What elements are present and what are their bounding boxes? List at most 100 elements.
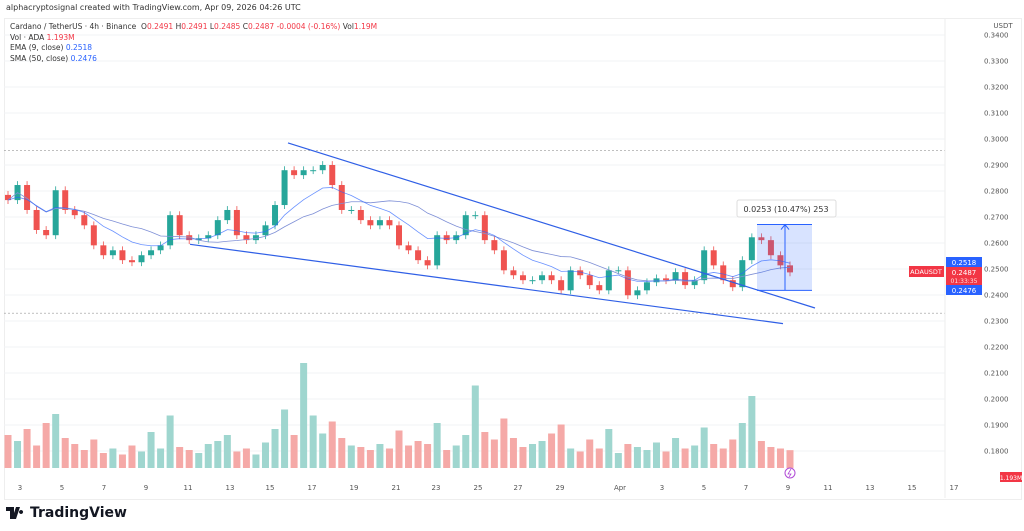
symbol-badge-text: ADAUSDT	[910, 268, 942, 276]
volume-bar	[261, 442, 269, 468]
candle-body	[176, 215, 183, 236]
candle-body	[329, 165, 336, 186]
candle-body	[720, 265, 727, 281]
volume-bar	[61, 438, 69, 468]
candle-body	[405, 245, 412, 251]
volume-bar	[195, 453, 203, 468]
candle-body	[33, 209, 40, 230]
close-value: 0.2487	[247, 22, 275, 31]
candle-body	[539, 275, 546, 281]
volume-bar	[99, 453, 107, 468]
time-tick-label: 25	[474, 484, 483, 492]
candle-body	[233, 209, 240, 236]
candle-body	[663, 278, 670, 281]
time-tick-label: 5	[702, 484, 706, 492]
volume-bar	[529, 444, 537, 468]
price-tick-label: 0.2300	[984, 318, 1009, 326]
time-axis[interactable]: 3 5 7 9 11 13 15 17 19 21 23 25 27 29 Apr 3 5 7 9 11 13 15 17	[18, 484, 959, 492]
volume-bar	[614, 453, 622, 468]
candle-body	[443, 235, 450, 241]
volume-bar	[633, 447, 641, 468]
candle-body	[119, 250, 126, 261]
replay-icon[interactable]	[784, 467, 796, 479]
volume-bar	[90, 439, 98, 468]
chart-frame	[4, 18, 1022, 500]
volume-bar	[252, 454, 260, 468]
candle-body	[5, 194, 11, 201]
price-tick-label: 0.2600	[984, 240, 1009, 248]
volume-bar	[672, 438, 680, 468]
open-label: O	[141, 22, 147, 31]
volume-bar	[576, 451, 584, 468]
candle-body	[634, 290, 641, 296]
candle-body	[558, 280, 565, 291]
candle-body	[434, 235, 441, 266]
volume-bar	[681, 448, 689, 468]
volume-bar	[328, 421, 336, 468]
candle-body	[300, 170, 307, 176]
candle-body	[205, 235, 212, 239]
candle-body	[758, 237, 765, 241]
measure-label-box	[736, 199, 837, 218]
candle-body	[710, 250, 717, 266]
volume-bar	[433, 423, 441, 468]
candle-body	[462, 215, 469, 236]
volume-bar	[776, 448, 784, 468]
volume-bar	[443, 450, 451, 468]
volume-bar	[357, 447, 365, 468]
candle-body	[24, 185, 31, 210]
chart-legend: Cardano / TetherUS · 4h · Binance O 0.249…	[10, 22, 377, 64]
volume-bar	[605, 429, 613, 468]
volume-bar	[233, 451, 241, 468]
candle-body	[262, 225, 269, 236]
candle-body	[81, 215, 88, 226]
volume-bar	[490, 439, 498, 468]
volume-indicator-row[interactable]: Vol · ADA 1.193M	[10, 33, 377, 44]
volume-bar	[290, 435, 298, 468]
currency-label: USDT	[993, 22, 1013, 30]
measure-label: 0.0253 (10.47%) 253	[743, 205, 828, 214]
ema-badge-text: 0.2518	[952, 259, 977, 267]
candle-body	[491, 240, 498, 251]
volume-bar	[452, 445, 460, 468]
candle-body	[567, 270, 574, 291]
time-tick-label: 29	[556, 484, 565, 492]
countdown-text: 01:33:35	[951, 278, 978, 285]
candle-body	[729, 280, 736, 288]
volume-bar	[14, 441, 22, 468]
price-tick-label: 0.2900	[984, 162, 1009, 170]
volume-bar	[109, 448, 117, 468]
volume-bar	[300, 363, 308, 468]
time-tick-label: 17	[950, 484, 959, 492]
vol-ada-value: 1.193M	[46, 32, 75, 42]
volume-bar	[424, 444, 432, 468]
tradingview-logo[interactable]: TradingView	[6, 505, 127, 521]
measure-tool[interactable]: 0.0253 (10.47%) 253	[736, 199, 837, 291]
candle-body	[424, 260, 431, 266]
low-value: 0.2485	[214, 22, 241, 31]
symbol-title[interactable]: Cardano / TetherUS · 4h · Binance	[10, 22, 137, 31]
price-tick-label: 0.2500	[984, 266, 1009, 274]
high-value: 0.2491	[181, 22, 208, 31]
price-tick-label: 0.1900	[984, 422, 1009, 430]
candle-body	[148, 250, 155, 256]
volume-bar	[166, 415, 174, 468]
candle-body	[62, 190, 69, 210]
candle-body	[472, 215, 479, 217]
ema-value: 0.2518	[65, 43, 93, 52]
volume-bar	[338, 438, 346, 468]
time-tick-label: 23	[432, 484, 441, 492]
tradingview-logo-icon	[6, 507, 24, 519]
ema-label: EMA (9, close)	[10, 43, 64, 52]
volume-bar	[80, 450, 88, 468]
price-chart[interactable]: 0.3400 0.3300 0.3200 0.3100 0.3000 0.2900 0.28…	[0, 0, 1024, 500]
ema-indicator-row[interactable]: EMA (9, close) 0.2518	[10, 43, 377, 54]
volume-bar	[738, 423, 746, 468]
time-tick-label: 15	[266, 484, 275, 492]
time-tick-label: 21	[392, 484, 401, 492]
volume-bar	[700, 427, 708, 468]
time-tick-label: 7	[744, 484, 748, 492]
volume-bar	[23, 429, 31, 468]
sma-indicator-row[interactable]: SMA (50, close) 0.2476	[10, 54, 377, 65]
candle-body	[396, 225, 402, 246]
